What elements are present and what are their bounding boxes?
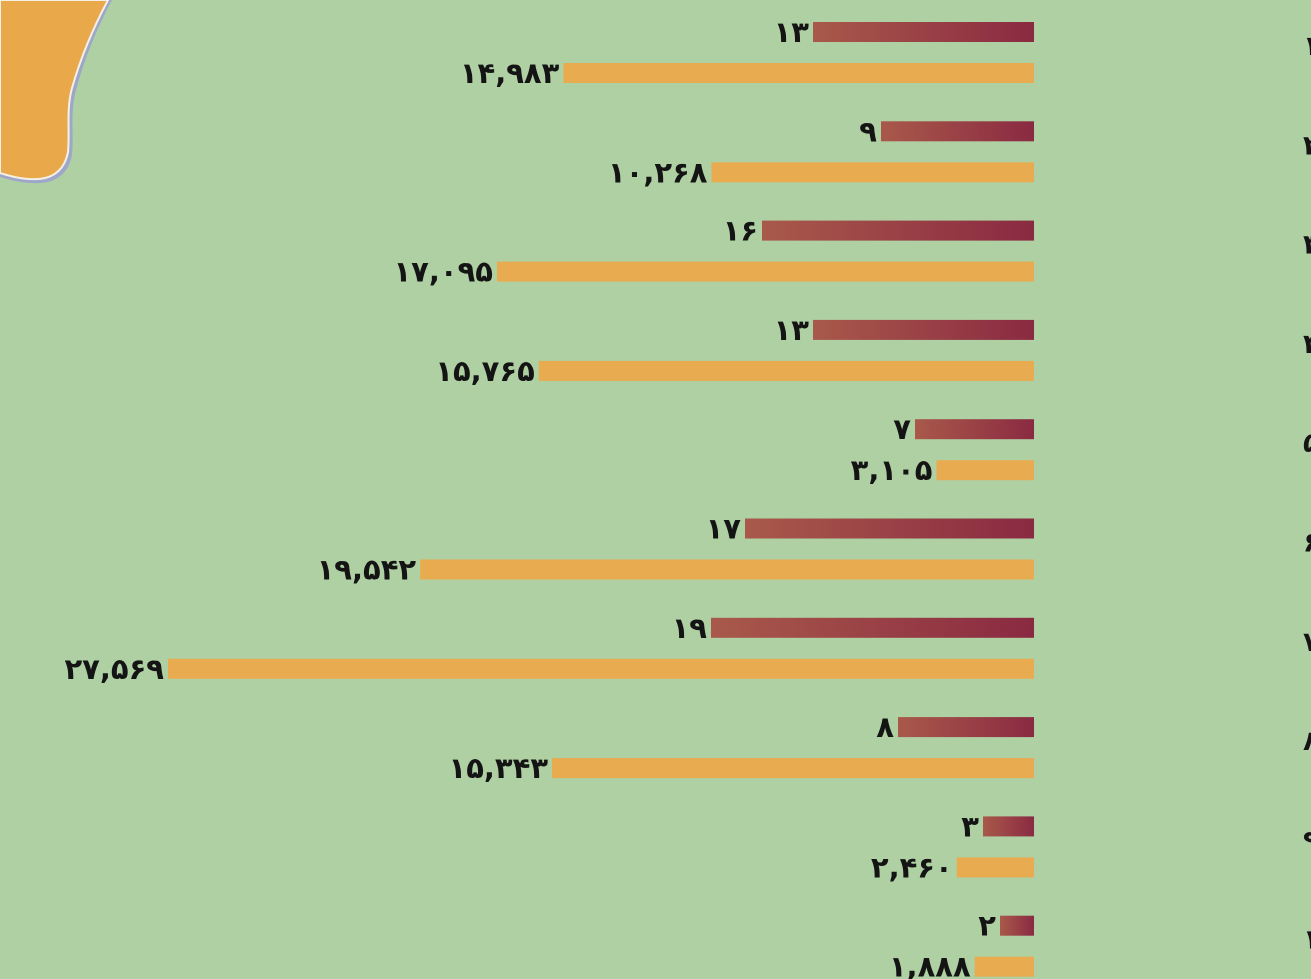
bar-series-2 <box>420 559 1034 580</box>
bar-series-2 <box>974 956 1034 977</box>
data-label-series-1: ۱۶ <box>723 214 758 248</box>
bar-series-1 <box>881 121 1034 142</box>
bar-series-2 <box>497 261 1034 282</box>
bar-series-1 <box>711 617 1034 638</box>
bar-series-1 <box>745 518 1034 539</box>
category-label: منطقه ۱ <box>1303 31 1311 62</box>
bar-series-1 <box>983 816 1034 837</box>
bar-series-2 <box>552 758 1034 779</box>
category-label: منطقه ۴ <box>1303 329 1311 360</box>
data-label-series-2: ۲۷,۵۶۹ <box>64 652 164 686</box>
category-label: منطقه ۱۰ <box>1303 925 1311 956</box>
bar-series-2 <box>956 857 1034 878</box>
data-label-series-2: ۱۷,۰۹۵ <box>393 255 493 289</box>
data-label-series-1: ۳ <box>961 809 979 843</box>
category-label: منطقه ۶ <box>1303 528 1311 559</box>
data-label-series-2: ۱۵,۳۴۳ <box>449 751 549 785</box>
data-label-series-1: ۲ <box>978 909 996 943</box>
data-label-series-2: ۱۵,۷۶۵ <box>435 354 535 388</box>
map-fragment <box>0 0 112 184</box>
data-label-series-1: ۹ <box>859 114 877 148</box>
bar-series-2 <box>538 360 1034 381</box>
data-label-series-1: ۱۳ <box>774 15 810 49</box>
bar-series-2 <box>936 460 1034 481</box>
bar-series-1 <box>915 419 1034 440</box>
category-label: منطقه ۷ <box>1303 627 1311 658</box>
category-label: منطقه ۹ <box>1303 825 1311 856</box>
category-label: منطقه ۵ <box>1303 428 1311 459</box>
data-label-series-2: ۲,۴۶۰ <box>871 850 953 884</box>
bar-series-2 <box>711 162 1034 183</box>
data-label-series-2: ۳,۱۰۵ <box>851 453 933 487</box>
bar-series-1 <box>762 220 1034 241</box>
data-label-series-1: ۱۳ <box>774 313 810 347</box>
category-label: منطقه ۳ <box>1303 230 1311 261</box>
data-label-series-1: ۸ <box>876 710 894 744</box>
category-label: منطقه ۸ <box>1303 726 1311 757</box>
data-label-series-1: ۱۷ <box>706 512 742 546</box>
data-label-series-2: ۱۹,۵۴۲ <box>317 553 417 587</box>
plot-area: منطقه ۱ ۱۳ ۱۴,۹۸۳ منطقه ۲ ۹ ۱۰,۲۶۸ منطقه ۳ ۱۶ ۱۷… <box>64 15 1311 979</box>
bar-series-1 <box>898 717 1034 738</box>
bar-series-1 <box>813 319 1034 340</box>
data-label-series-2: ۱۴,۹۸۳ <box>460 56 560 90</box>
data-label-series-2: ۱۰,۲۶۸ <box>608 155 708 189</box>
data-label-series-1: ۱۹ <box>672 611 708 645</box>
bar-series-1 <box>813 22 1034 42</box>
data-label-series-1: ۷ <box>893 412 911 446</box>
category-label: منطقه ۲ <box>1303 130 1311 161</box>
bar-series-2 <box>168 658 1034 679</box>
data-label-series-2: ۱,۸۸۸ <box>889 950 971 979</box>
map-shape <box>0 0 110 181</box>
bar-series-2 <box>563 63 1034 83</box>
bar-series-1 <box>1000 915 1034 936</box>
